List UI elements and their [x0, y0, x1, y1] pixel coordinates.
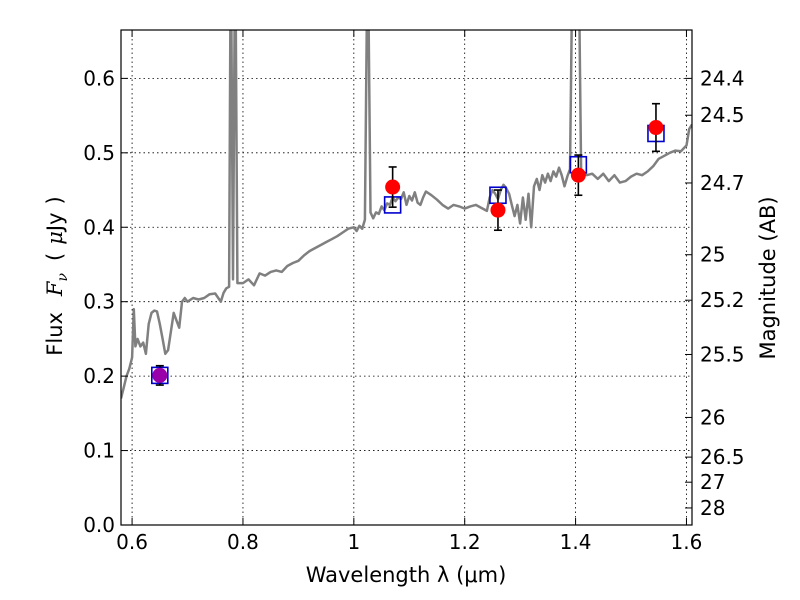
- y-tick-label-0: 0.0: [83, 513, 115, 537]
- y-label-symbol: F: [43, 280, 67, 297]
- y-tick-label-6: 0.6: [83, 66, 115, 90]
- y-label-open-paren: (: [43, 253, 67, 261]
- y-tick-label-1: 0.1: [83, 439, 115, 463]
- right-tick-label-7: 26.5: [700, 445, 745, 469]
- right-tick-label-2: 24.7: [700, 171, 745, 195]
- y-axis-right-label: Magnitude (AB): [756, 196, 780, 359]
- x-tick-label-5: 1.6: [671, 530, 703, 554]
- x-tick-label-3: 1.2: [449, 530, 481, 554]
- y-label-subscript: ν: [55, 272, 71, 281]
- plot-area: [121, 30, 692, 399]
- right-tick-label-6: 26: [700, 405, 725, 429]
- right-tick-label-5: 25.5: [700, 342, 745, 366]
- observed-point-3: [570, 167, 586, 183]
- y-axis-left: 0.0 0.1 0.2 0.3 0.4 0.5 0.6: [83, 66, 128, 537]
- x-tick-label-2: 1: [347, 530, 360, 554]
- observed-point-0: [152, 367, 168, 383]
- y-label-close-paren: ): [43, 196, 67, 204]
- y-axis-left-label: Flux Fν ( μJy): [43, 196, 71, 355]
- y-label-unit: Jy: [43, 212, 67, 233]
- right-tick-label-9: 28: [700, 496, 725, 520]
- right-tick-label-0: 24.4: [700, 66, 745, 90]
- x-tick-label-0: 0.6: [116, 530, 148, 554]
- right-tick-label-3: 25: [700, 243, 725, 267]
- right-tick-label-4: 25.2: [700, 288, 745, 312]
- observed-point-4: [648, 120, 664, 136]
- x-tick-label-1: 0.8: [227, 530, 259, 554]
- y-tick-label-4: 0.4: [83, 215, 115, 239]
- right-tick-label-1: 24.5: [700, 103, 745, 127]
- y-label-flux: Flux: [43, 312, 67, 356]
- observed-point-1: [385, 179, 401, 195]
- y-label-mu: μ: [43, 231, 67, 245]
- x-axis: 0.6 0.8 1 1.2 1.4 1.6: [116, 30, 702, 554]
- y-tick-label-3: 0.3: [83, 290, 115, 314]
- right-tick-label-8: 27: [700, 470, 725, 494]
- y-tick-label-2: 0.2: [83, 364, 115, 388]
- observed-point-2: [490, 202, 506, 218]
- plot-frame: [120, 29, 693, 526]
- y-tick-label-5: 0.5: [83, 141, 115, 165]
- observed-series: [152, 120, 664, 383]
- x-tick-label-4: 1.4: [560, 530, 592, 554]
- x-axis-label: Wavelength λ (μm): [306, 563, 507, 587]
